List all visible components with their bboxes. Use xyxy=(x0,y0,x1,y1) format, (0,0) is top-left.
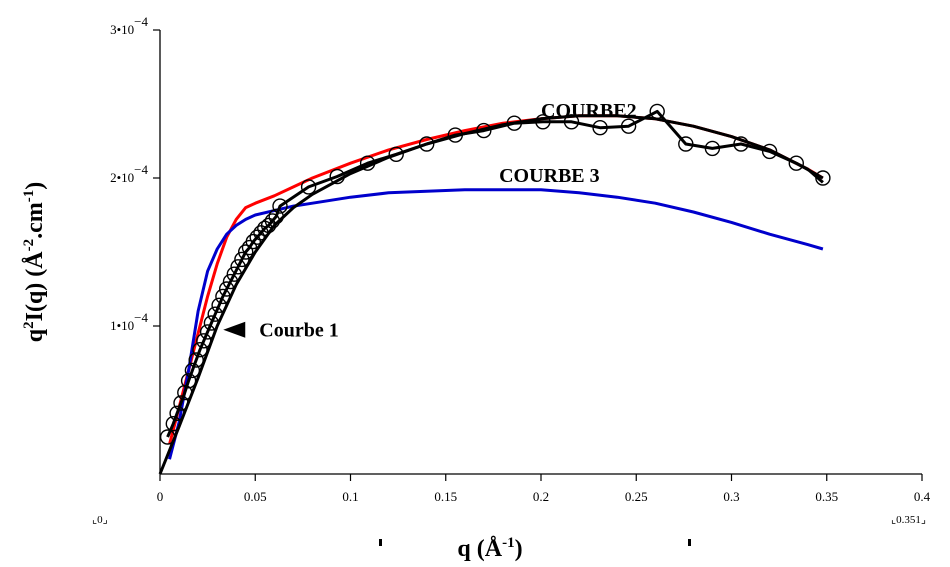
annotation-label: COURBE 3 xyxy=(499,165,600,187)
x-tick-label: 0.15 xyxy=(434,489,457,504)
corner-label-right: ⌞0.351⌟ xyxy=(891,514,926,526)
data-point xyxy=(649,103,665,120)
data-point xyxy=(249,229,265,245)
tick-labels: 0 0.05 0.1 0.15 0.2 0.25 0.3 0.35 0.4 1•10−4 2•10−… xyxy=(110,14,931,504)
data-point xyxy=(207,306,223,322)
series-line-2 xyxy=(168,188,824,460)
data-point xyxy=(180,373,197,389)
data-point xyxy=(237,244,254,260)
data-point xyxy=(535,114,551,130)
data-point xyxy=(226,266,243,282)
plot-lines xyxy=(158,103,831,475)
x-title-mark-right xyxy=(688,539,691,546)
data-point xyxy=(215,288,231,305)
data-point xyxy=(592,119,608,136)
data-point xyxy=(199,324,216,340)
y-axis-title: q2I(q) (Å-2.cm-1) xyxy=(21,182,48,343)
annotation-label: Courbe 1 xyxy=(259,320,338,342)
data-point xyxy=(188,352,204,368)
y-tick-label: 2•10−4 xyxy=(110,162,148,185)
data-point xyxy=(447,127,463,143)
data-point xyxy=(177,384,193,401)
axes xyxy=(153,29,923,481)
data-point xyxy=(173,395,189,411)
data-point xyxy=(165,416,182,432)
data-point xyxy=(203,315,220,331)
corner-label-left: ⌞0⌟ xyxy=(92,514,108,526)
series-line-3 xyxy=(158,114,824,475)
data-point xyxy=(506,115,522,131)
x-tick-label: 0.4 xyxy=(914,489,931,504)
data-point xyxy=(733,136,749,152)
annotations: COURBE2 COURBE 3 Courbe 1 xyxy=(223,100,637,342)
data-point xyxy=(230,259,246,275)
x-tick-label: 0.1 xyxy=(342,489,358,504)
x-tick-label: 0.25 xyxy=(625,489,648,504)
data-point xyxy=(388,146,404,163)
x-axis-title: q (Å-1) xyxy=(457,535,522,562)
data-point xyxy=(196,333,212,349)
data-point xyxy=(222,273,239,290)
series-line-1 xyxy=(168,114,824,445)
data-point xyxy=(211,297,227,313)
data-point xyxy=(245,233,262,250)
data-point xyxy=(563,114,580,130)
data-point xyxy=(272,198,288,214)
data-point xyxy=(192,342,208,358)
data-point xyxy=(788,155,804,171)
x-tick-label: 0 xyxy=(157,489,164,504)
x-tick-label: 0.3 xyxy=(723,489,739,504)
data-point xyxy=(620,118,637,134)
data-point xyxy=(268,208,284,225)
series-line-4 xyxy=(166,109,824,438)
data-point xyxy=(218,281,235,297)
data-point xyxy=(234,251,250,268)
data-point xyxy=(184,362,201,379)
x-title-mark-left xyxy=(379,539,382,546)
data-point xyxy=(815,170,831,186)
y-tick-label: 1•10−4 xyxy=(110,310,148,333)
x-tick-label: 0.2 xyxy=(533,489,549,504)
data-point xyxy=(704,140,721,157)
data-point xyxy=(260,217,277,234)
x-tick-label: 0.05 xyxy=(244,489,267,504)
data-point xyxy=(419,136,435,152)
data-point xyxy=(329,168,345,185)
x-tick-label: 0.35 xyxy=(815,489,838,504)
data-point xyxy=(761,143,778,160)
y-tick-label: 3•10−4 xyxy=(110,14,148,37)
data-point xyxy=(359,155,376,171)
data-point xyxy=(300,179,317,195)
data-point xyxy=(476,122,492,139)
annotation-arrow xyxy=(223,321,246,338)
annotation-label: COURBE2 xyxy=(541,100,637,122)
data-point xyxy=(264,213,281,229)
data-point xyxy=(678,136,694,152)
data-point xyxy=(169,405,185,421)
